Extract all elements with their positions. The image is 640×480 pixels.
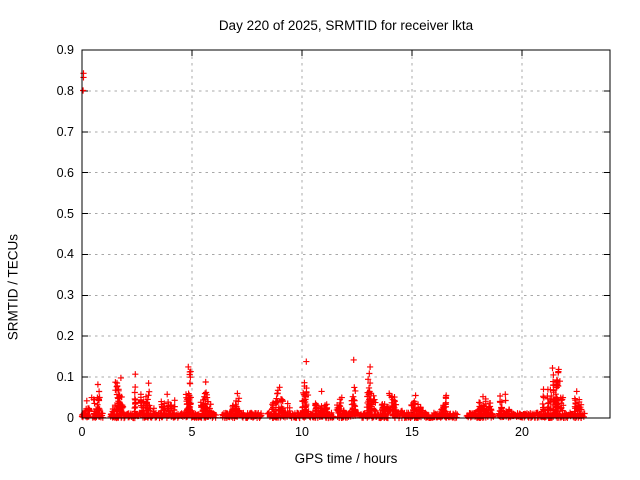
x-tick-label: 5 xyxy=(188,425,196,439)
y-tick-label: 0.5 xyxy=(56,206,74,221)
x-tick-label: 15 xyxy=(405,425,419,439)
x-tick-label: 10 xyxy=(295,425,309,439)
x-tick-label: 20 xyxy=(515,425,529,439)
y-tick-label: 0.1 xyxy=(56,370,74,385)
plot-frame xyxy=(81,49,611,419)
y-tick-label: 0 xyxy=(67,411,74,425)
y-tick-label: 0.3 xyxy=(56,288,74,303)
y-tick-label: 0.2 xyxy=(56,329,74,344)
grid-lines xyxy=(82,50,610,418)
y-tick-label: 0.9 xyxy=(56,43,74,57)
x-axis-label: GPS time / hours xyxy=(294,451,398,466)
y-tick-label: 0.7 xyxy=(56,124,74,139)
y-tick-label: 0.6 xyxy=(56,165,74,180)
tick-marks xyxy=(81,49,610,419)
chart-title: Day 220 of 2025, SRMTID for receiver lkt… xyxy=(218,18,474,33)
y-tick-label: 0.8 xyxy=(56,83,74,98)
y-tick-label: 0.4 xyxy=(56,247,74,262)
data-points xyxy=(78,70,588,422)
x-tick-label: 0 xyxy=(78,425,86,439)
